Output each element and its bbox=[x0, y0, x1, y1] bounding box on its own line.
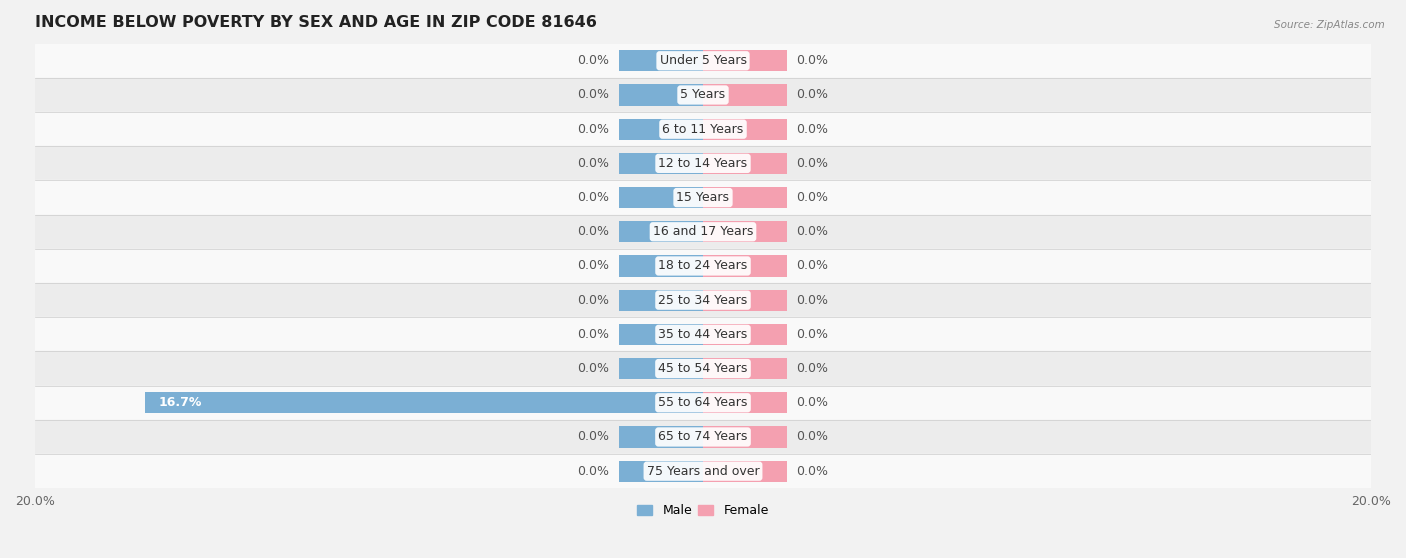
Text: 0.0%: 0.0% bbox=[797, 294, 828, 307]
Text: 0.0%: 0.0% bbox=[578, 89, 609, 102]
Bar bbox=[703, 84, 786, 105]
Bar bbox=[620, 460, 703, 482]
Text: 0.0%: 0.0% bbox=[797, 54, 828, 68]
Text: 0.0%: 0.0% bbox=[578, 430, 609, 444]
Text: 0.0%: 0.0% bbox=[797, 123, 828, 136]
Bar bbox=[35, 386, 1371, 420]
Bar bbox=[703, 324, 786, 345]
Text: 0.0%: 0.0% bbox=[797, 328, 828, 341]
Bar bbox=[703, 187, 786, 208]
Text: 0.0%: 0.0% bbox=[578, 191, 609, 204]
Bar bbox=[703, 460, 786, 482]
Bar bbox=[620, 50, 703, 71]
Bar bbox=[620, 324, 703, 345]
Bar bbox=[703, 118, 786, 140]
Bar bbox=[620, 426, 703, 448]
Text: 0.0%: 0.0% bbox=[797, 259, 828, 272]
Text: 45 to 54 Years: 45 to 54 Years bbox=[658, 362, 748, 375]
Bar bbox=[703, 221, 786, 242]
Text: 0.0%: 0.0% bbox=[578, 328, 609, 341]
Bar bbox=[35, 420, 1371, 454]
Bar bbox=[703, 153, 786, 174]
Bar bbox=[703, 256, 786, 277]
Legend: Male, Female: Male, Female bbox=[633, 499, 773, 522]
Text: 16 and 17 Years: 16 and 17 Years bbox=[652, 225, 754, 238]
Bar bbox=[35, 78, 1371, 112]
Bar bbox=[35, 146, 1371, 180]
Bar bbox=[620, 118, 703, 140]
Bar bbox=[620, 358, 703, 379]
Text: INCOME BELOW POVERTY BY SEX AND AGE IN ZIP CODE 81646: INCOME BELOW POVERTY BY SEX AND AGE IN Z… bbox=[35, 15, 596, 30]
Text: 0.0%: 0.0% bbox=[797, 157, 828, 170]
Text: 16.7%: 16.7% bbox=[159, 396, 202, 409]
Text: 0.0%: 0.0% bbox=[578, 259, 609, 272]
Bar bbox=[35, 249, 1371, 283]
Text: 35 to 44 Years: 35 to 44 Years bbox=[658, 328, 748, 341]
Text: Under 5 Years: Under 5 Years bbox=[659, 54, 747, 68]
Bar bbox=[703, 426, 786, 448]
Bar bbox=[620, 256, 703, 277]
Bar bbox=[620, 221, 703, 242]
Bar bbox=[620, 290, 703, 311]
Text: 5 Years: 5 Years bbox=[681, 89, 725, 102]
Text: 0.0%: 0.0% bbox=[578, 362, 609, 375]
Bar bbox=[620, 153, 703, 174]
Text: 25 to 34 Years: 25 to 34 Years bbox=[658, 294, 748, 307]
Text: 15 Years: 15 Years bbox=[676, 191, 730, 204]
Text: 0.0%: 0.0% bbox=[797, 430, 828, 444]
Bar bbox=[35, 215, 1371, 249]
Text: 0.0%: 0.0% bbox=[797, 225, 828, 238]
Bar bbox=[35, 44, 1371, 78]
Bar bbox=[35, 318, 1371, 352]
Text: 0.0%: 0.0% bbox=[797, 465, 828, 478]
Text: 0.0%: 0.0% bbox=[578, 54, 609, 68]
Bar bbox=[620, 187, 703, 208]
Bar bbox=[35, 283, 1371, 318]
Text: 0.0%: 0.0% bbox=[578, 157, 609, 170]
Text: 0.0%: 0.0% bbox=[797, 396, 828, 409]
Bar bbox=[703, 392, 786, 413]
Bar bbox=[145, 392, 703, 413]
Text: 6 to 11 Years: 6 to 11 Years bbox=[662, 123, 744, 136]
Text: 0.0%: 0.0% bbox=[578, 123, 609, 136]
Bar bbox=[620, 84, 703, 105]
Text: 0.0%: 0.0% bbox=[797, 89, 828, 102]
Bar bbox=[35, 112, 1371, 146]
Text: 75 Years and over: 75 Years and over bbox=[647, 465, 759, 478]
Text: 55 to 64 Years: 55 to 64 Years bbox=[658, 396, 748, 409]
Text: Source: ZipAtlas.com: Source: ZipAtlas.com bbox=[1274, 20, 1385, 30]
Bar bbox=[703, 358, 786, 379]
Text: 12 to 14 Years: 12 to 14 Years bbox=[658, 157, 748, 170]
Bar bbox=[35, 454, 1371, 488]
Text: 0.0%: 0.0% bbox=[578, 294, 609, 307]
Text: 65 to 74 Years: 65 to 74 Years bbox=[658, 430, 748, 444]
Text: 18 to 24 Years: 18 to 24 Years bbox=[658, 259, 748, 272]
Text: 0.0%: 0.0% bbox=[797, 191, 828, 204]
Text: 0.0%: 0.0% bbox=[578, 225, 609, 238]
Bar bbox=[35, 352, 1371, 386]
Bar bbox=[703, 50, 786, 71]
Bar bbox=[35, 180, 1371, 215]
Text: 0.0%: 0.0% bbox=[578, 465, 609, 478]
Bar bbox=[703, 290, 786, 311]
Text: 0.0%: 0.0% bbox=[797, 362, 828, 375]
